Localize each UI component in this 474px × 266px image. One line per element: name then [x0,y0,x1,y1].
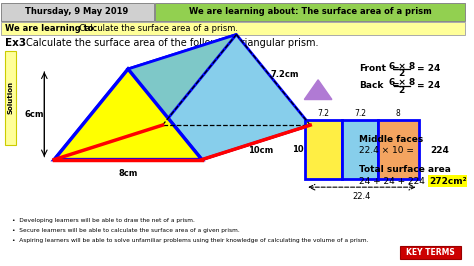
Text: Ex3: Ex3 [5,38,26,48]
Text: 224: 224 [430,146,449,155]
Text: 272cm²: 272cm² [429,177,467,186]
Polygon shape [54,69,202,160]
Text: 10: 10 [292,145,303,154]
Text: Solution: Solution [7,81,13,114]
Polygon shape [54,35,237,160]
Text: =: = [392,64,400,73]
Text: Thursday, 9 May 2019: Thursday, 9 May 2019 [25,7,128,16]
FancyBboxPatch shape [5,51,16,145]
Text: 22.4 × 10 =: 22.4 × 10 = [359,146,417,155]
Text: Front: Front [359,64,386,73]
FancyBboxPatch shape [378,120,419,179]
Text: Back: Back [359,81,384,90]
Text: 2: 2 [399,69,405,78]
Text: We are learning to:: We are learning to: [5,24,97,33]
Text: 24 + 24 + 224 =: 24 + 24 + 224 = [359,177,438,186]
Text: •  Aspiring learners will be able to solve unfamiliar problems using their knowl: • Aspiring learners will be able to solv… [12,238,368,243]
Text: 7.2: 7.2 [318,109,329,118]
Text: Calculate the surface area of the following triangular prism.: Calculate the surface area of the follow… [26,38,318,48]
Text: Middle faces: Middle faces [359,135,424,144]
Text: Total surface area: Total surface area [359,165,451,174]
Polygon shape [304,80,332,99]
Text: 6 × 8: 6 × 8 [389,61,415,70]
Text: = 24: = 24 [417,64,440,73]
Text: 6cm: 6cm [25,110,44,119]
Text: =: = [392,81,400,90]
Text: 7.2: 7.2 [354,109,366,118]
Text: Calculate the surface area of a prism.: Calculate the surface area of a prism. [74,24,238,33]
Polygon shape [128,35,310,160]
FancyBboxPatch shape [342,120,378,179]
FancyBboxPatch shape [1,3,154,21]
Text: 10cm: 10cm [248,146,273,155]
FancyBboxPatch shape [1,22,465,35]
Text: 2: 2 [399,86,405,95]
FancyBboxPatch shape [400,246,461,259]
Text: We are learning about: The surface area of a prism: We are learning about: The surface area … [189,7,432,16]
Text: KEY TERMS: KEY TERMS [406,248,455,257]
FancyBboxPatch shape [155,3,465,21]
Text: 6 × 8: 6 × 8 [389,78,415,87]
Text: •  Developing learners will be able to draw the net of a prism.: • Developing learners will be able to dr… [12,218,195,223]
FancyBboxPatch shape [305,120,342,179]
Text: •  Secure learners will be able to calculate the surface area of a given prism.: • Secure learners will be able to calcul… [12,228,239,233]
Polygon shape [54,125,310,160]
Text: 7.2cm: 7.2cm [271,70,300,79]
Text: 8cm: 8cm [118,169,138,178]
Text: 8: 8 [396,109,401,118]
Text: 22.4: 22.4 [353,192,371,201]
FancyBboxPatch shape [428,175,470,187]
Text: = 24: = 24 [417,81,440,90]
